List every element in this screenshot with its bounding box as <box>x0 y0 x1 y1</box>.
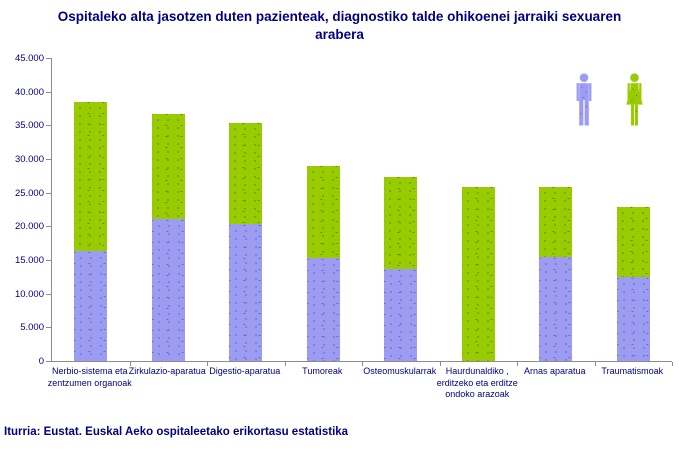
x-tick <box>439 362 441 366</box>
y-axis-labels: 45.000 40.000 35.000 30.000 25.000 20.000 15.0… <box>0 53 44 367</box>
x-tick <box>594 362 596 366</box>
woman-icon <box>626 73 643 126</box>
bar-segment-female <box>461 186 495 361</box>
bar-segment-male <box>229 223 263 361</box>
bar-segment-male <box>539 257 573 361</box>
y-axis-label: 5.000 <box>20 322 44 334</box>
bar-5 <box>384 58 418 361</box>
bar-segment-female <box>384 177 418 269</box>
y-axis-label: 25.000 <box>14 187 44 199</box>
bar-segment-male <box>306 257 340 361</box>
bar-segment-female <box>229 123 263 224</box>
y-tick <box>46 260 51 261</box>
y-tick <box>46 192 51 194</box>
x-tick <box>129 362 131 366</box>
category-label: Tumoreak <box>302 366 343 376</box>
bar-segment-male <box>384 268 418 361</box>
y-tick <box>46 293 51 295</box>
bar-4 <box>306 58 340 361</box>
y-tick <box>46 91 51 93</box>
category-label: Haurdunaldiko , erditzeko eta erditze on… <box>436 366 518 400</box>
bar-8 <box>616 58 650 361</box>
chart-legend <box>575 73 646 126</box>
bar-segment-female <box>306 165 340 258</box>
man-icon <box>576 73 592 126</box>
category-label: Digestio-aparatua <box>209 366 281 376</box>
bar-6 <box>461 58 495 361</box>
x-tick <box>207 362 208 366</box>
bar-segment-female <box>539 186 573 258</box>
bar-segment-female <box>74 101 108 251</box>
y-axis-label: 10.000 <box>14 288 44 300</box>
y-tick <box>46 125 51 127</box>
bar-segment-female <box>616 206 650 277</box>
y-axis-label: 0 <box>38 356 44 367</box>
x-tick <box>362 362 363 366</box>
category-label: Zirkulazio-aparatua <box>128 366 206 376</box>
source-note: Iturria: Eustat. Euskal Aeko ospitaleeta… <box>4 426 349 438</box>
bar-segment-male <box>616 276 650 361</box>
category-label: Traumatismoak <box>601 366 664 376</box>
category-label: Arnas aparatua <box>523 366 586 376</box>
bar-segment-female <box>151 113 185 219</box>
y-axis-label: 20.000 <box>14 221 44 233</box>
chart-title: Ospitaleko alta jasotzen duten pazientea… <box>57 9 622 43</box>
bar-segment-male <box>74 250 108 361</box>
y-tick <box>46 159 51 160</box>
y-axis-label: 30.000 <box>14 154 44 165</box>
x-axis-labels: Nerbio-sistema eta zentzumen organoak Zir… <box>47 366 671 401</box>
category-label: Nerbio-sistema eta zentzumen organoak <box>47 366 132 388</box>
bar-segment-male <box>151 218 185 361</box>
plot-area <box>46 58 673 366</box>
category-label: Osteomuskularrak <box>363 366 437 376</box>
y-axis-label: 15.000 <box>14 255 44 266</box>
x-tick <box>517 362 518 366</box>
y-tick <box>46 361 51 362</box>
bar-7 <box>539 58 573 361</box>
y-axis-label: 40.000 <box>14 86 44 98</box>
y-tick <box>46 58 51 59</box>
x-tick <box>284 362 286 366</box>
bar-2 <box>151 58 185 361</box>
x-tick <box>672 362 673 366</box>
bar-3 <box>229 58 263 361</box>
y-tick <box>46 226 51 228</box>
y-axis-label: 35.000 <box>14 120 44 132</box>
y-tick <box>46 327 51 329</box>
bar-1 <box>74 58 108 361</box>
y-axis-label: 45.000 <box>14 53 44 64</box>
